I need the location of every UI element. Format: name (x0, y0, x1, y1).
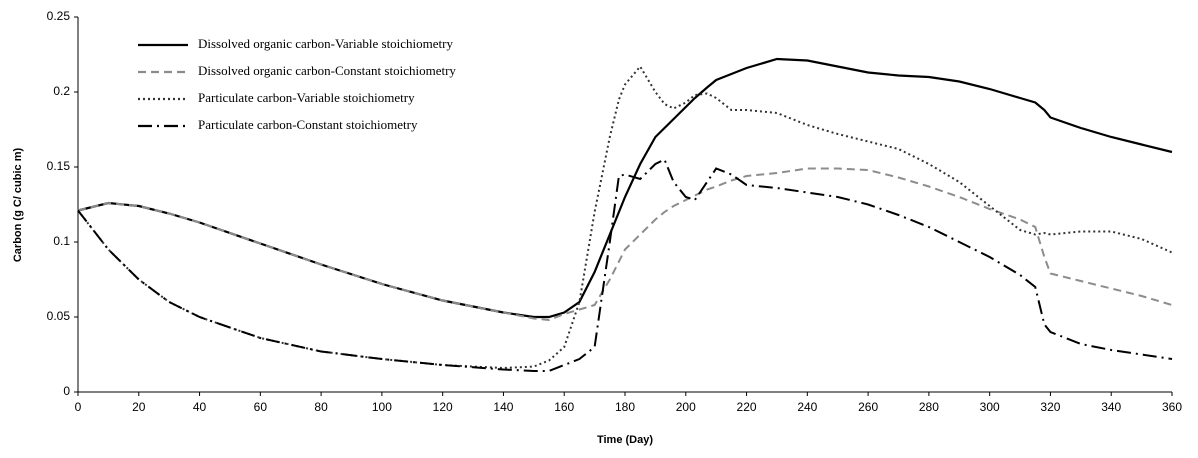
x-tick-label: 140 (493, 400, 513, 414)
y-axis-label: Carbon (g C/ cubic m) (12, 148, 24, 263)
x-tick-label: 320 (1040, 400, 1060, 414)
x-tick-label: 200 (676, 400, 696, 414)
x-tick-label: 60 (254, 400, 268, 414)
x-axis-label: Time (Day) (597, 434, 653, 446)
y-tick-label: 0.2 (53, 84, 70, 98)
x-tick-label: 300 (980, 400, 1000, 414)
x-tick-label: 120 (433, 400, 453, 414)
legend-label: Particulate carbon-Variable stoichiometr… (198, 90, 415, 105)
x-tick-label: 280 (919, 400, 939, 414)
x-tick-label: 160 (554, 400, 574, 414)
legend-label: Particulate carbon-Constant stoichiometr… (198, 117, 418, 132)
x-tick-label: 260 (858, 400, 878, 414)
x-tick-label: 240 (797, 400, 817, 414)
y-tick-label: 0.1 (53, 234, 70, 248)
x-tick-label: 20 (132, 400, 146, 414)
x-tick-label: 100 (372, 400, 392, 414)
x-tick-label: 220 (737, 400, 757, 414)
x-tick-label: 360 (1162, 400, 1182, 414)
series-line (77, 167, 1173, 322)
y-tick-label: 0.25 (47, 9, 71, 23)
legend-label: Dissolved organic carbon-Variable stoich… (198, 36, 453, 51)
series-line (77, 158, 1173, 372)
legend-label: Dissolved organic carbon-Constant stoich… (198, 63, 456, 78)
y-tick-label: 0 (63, 384, 70, 398)
x-tick-label: 340 (1101, 400, 1121, 414)
y-tick-label: 0.15 (47, 159, 71, 173)
x-tick-label: 180 (615, 400, 635, 414)
series-line (77, 64, 1173, 370)
x-tick-label: 0 (75, 400, 82, 414)
x-tick-label: 80 (314, 400, 328, 414)
x-tick-label: 40 (193, 400, 207, 414)
y-tick-label: 0.05 (47, 309, 71, 323)
